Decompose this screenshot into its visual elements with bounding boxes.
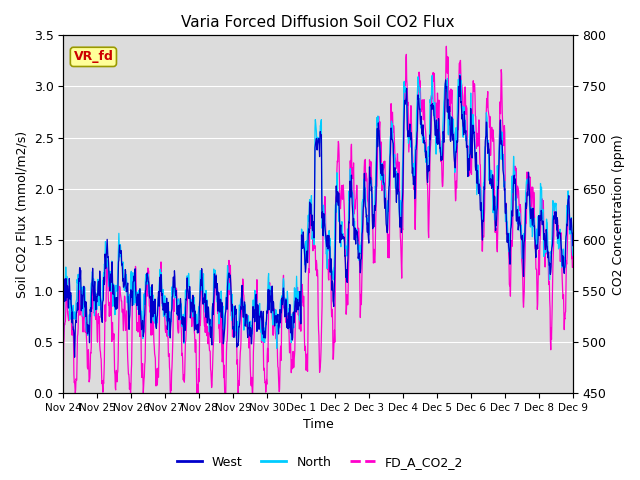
Text: VR_fd: VR_fd (74, 50, 113, 63)
Legend: West, North, FD_A_CO2_2: West, North, FD_A_CO2_2 (172, 451, 468, 474)
X-axis label: Time: Time (303, 419, 333, 432)
Y-axis label: CO2 Concentration (ppm): CO2 Concentration (ppm) (612, 134, 625, 295)
Y-axis label: Soil CO2 Flux (mmol/m2/s): Soil CO2 Flux (mmol/m2/s) (15, 131, 28, 298)
Title: Varia Forced Diffusion Soil CO2 Flux: Varia Forced Diffusion Soil CO2 Flux (181, 15, 455, 30)
